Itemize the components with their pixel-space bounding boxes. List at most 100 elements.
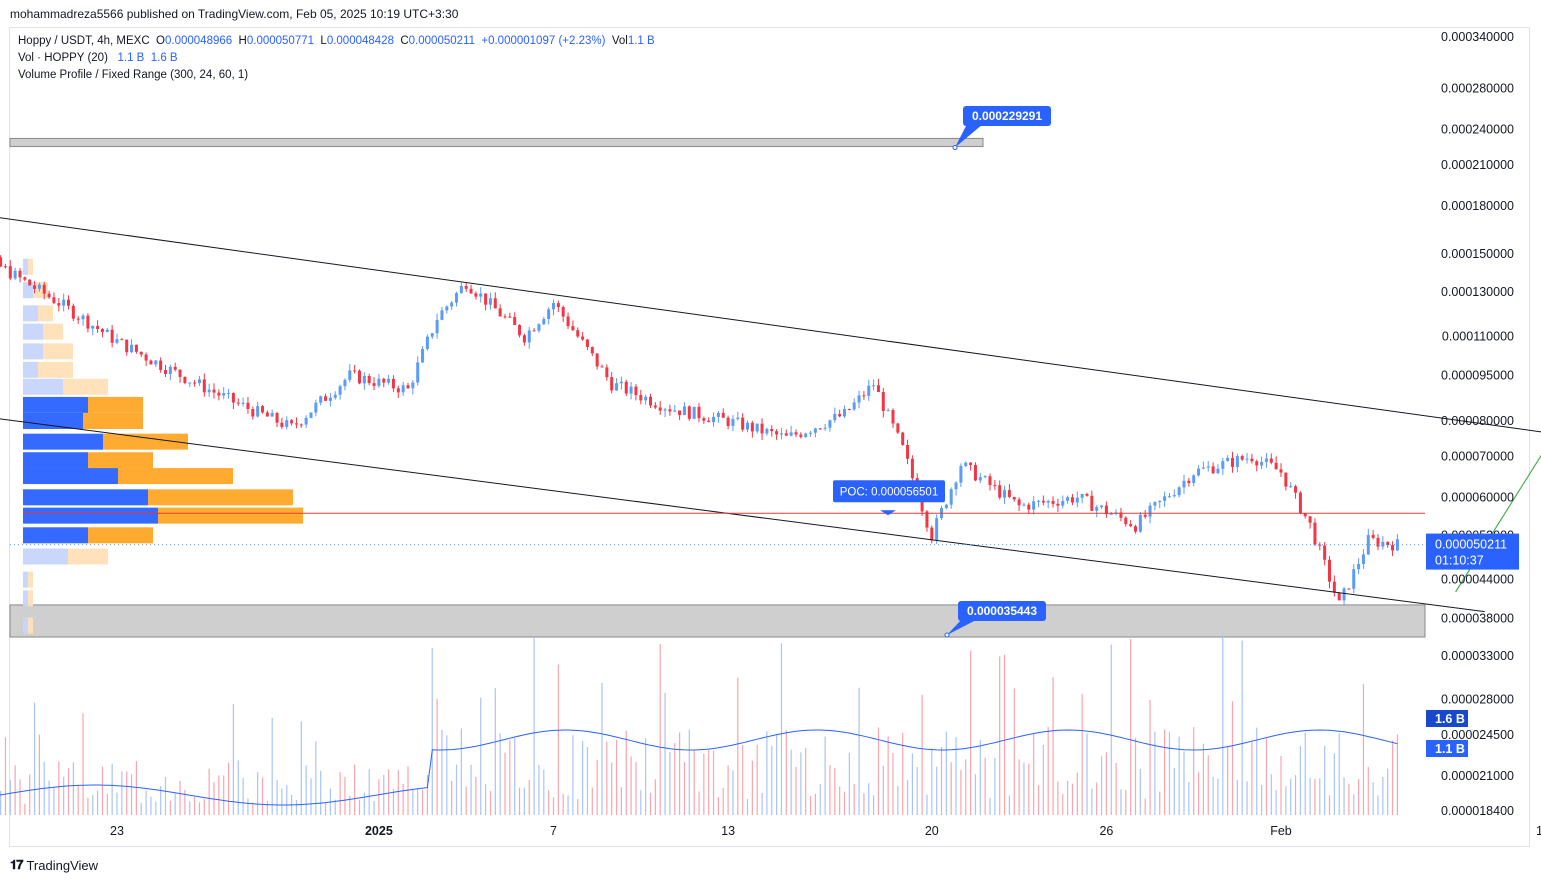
candle-body-264 (1221, 461, 1225, 469)
candle-body-82 (338, 386, 342, 395)
volume-profile-down-14 (88, 527, 153, 544)
volume-bars-layer (0, 634, 1399, 815)
candle-body-227 (1041, 500, 1045, 503)
candle-body-18 (28, 279, 32, 286)
candle-body-282 (1308, 516, 1312, 523)
candle-body-43 (149, 360, 153, 365)
candle-body-209 (954, 482, 958, 490)
volume-profile-up-3 (23, 323, 43, 340)
candle-body-138 (610, 377, 614, 391)
candle-body-276 (1279, 469, 1283, 473)
candle-body-177 (799, 434, 803, 437)
candle-body-100 (425, 336, 429, 349)
candle-body-124 (542, 319, 546, 325)
candle-body-88 (367, 376, 371, 384)
candle-body-202 (920, 497, 924, 512)
volume-profile-down-16 (28, 571, 33, 588)
tradingview-brand[interactable]: 𝟏𝟕 TradingView (10, 857, 98, 873)
legend-symbol[interactable]: Hoppy / USDT, 4h, MEXC (18, 35, 150, 47)
candle-body-135 (595, 353, 599, 367)
candle-body-16 (18, 270, 22, 278)
candle-body-147 (653, 405, 657, 408)
candle-body-268 (1240, 456, 1244, 460)
candle-body-145 (644, 396, 648, 401)
candle-body-143 (634, 386, 638, 396)
candle-body-99 (421, 348, 425, 363)
y-tick-18: 0.000021000 (1441, 769, 1514, 783)
candle-body-165 (741, 417, 745, 430)
candle-body-42 (144, 354, 148, 361)
candle-body-23 (52, 297, 56, 304)
candle-body-158 (707, 420, 711, 423)
candle-body-262 (1211, 466, 1215, 474)
legend-close: 0.000050211 (408, 35, 475, 47)
volume-profile-down-2 (38, 305, 53, 322)
candle-body-278 (1289, 486, 1293, 488)
lower-target-label-box (958, 601, 1046, 621)
vol-ma-value: 1.6 B (1435, 712, 1465, 726)
y-tick-19: 0.000018400 (1441, 804, 1514, 818)
channel-upper-line (0, 217, 1541, 433)
candle-body-107 (459, 285, 463, 294)
y-tick-17: 0.000024500 (1441, 728, 1514, 742)
volume-profile-down-4 (43, 343, 73, 360)
y-tick-15: 0.000033000 (1441, 649, 1514, 663)
upper-target-label-text: 0.000229291 (972, 109, 1042, 123)
volume-profile-up-0 (23, 258, 28, 275)
candle-body-207 (944, 504, 948, 509)
candle-body-222 (1017, 499, 1021, 506)
x-tick-1: 2025 (365, 824, 393, 838)
candle-body-148 (658, 407, 662, 411)
candle-body-29 (81, 315, 85, 320)
candle-body-41 (139, 351, 143, 355)
candle-body-84 (348, 370, 352, 380)
candle-body-119 (518, 325, 522, 336)
candle-body-192 (872, 385, 876, 387)
candle-body-215 (983, 476, 987, 478)
volume-profile-up-5 (23, 361, 38, 378)
candle-body-155 (692, 406, 696, 419)
candle-body-274 (1269, 458, 1273, 463)
volume-profile-down-17 (28, 590, 33, 607)
candle-body-261 (1206, 466, 1210, 468)
candle-body-216 (988, 476, 992, 486)
candle-body-56 (212, 389, 216, 393)
candle-body-116 (503, 316, 507, 318)
y-tick-11: 0.000060000 (1441, 490, 1514, 504)
candle-body-260 (1201, 467, 1205, 469)
candle-body-245 (1129, 524, 1133, 527)
volume-ma-line (0, 729, 1398, 806)
y-tick-14: 0.000038000 (1441, 612, 1514, 626)
candle-body-60 (231, 392, 235, 403)
last-price-badge (1426, 533, 1519, 570)
candle-body-62 (241, 402, 245, 404)
candle-body-78 (319, 396, 323, 403)
legend-volume-profile[interactable]: Volume Profile / Fixed Range (300, 24, 6… (18, 69, 248, 81)
candle-body-194 (881, 392, 885, 411)
candle-body-58 (222, 393, 226, 396)
lines-layer (0, 217, 1541, 613)
vol-ma-badge (1426, 710, 1468, 727)
candle-body-64 (251, 409, 255, 417)
legend-volume-indicator[interactable]: Vol · HOPPY (20) 1.1 B 1.6 B (18, 52, 178, 64)
y-tick-2: 0.000240000 (1441, 122, 1514, 136)
candle-body-174 (784, 433, 788, 436)
candle-body-157 (702, 418, 706, 421)
x-tick-5: 26 (1099, 824, 1113, 838)
candle-body-97 (411, 382, 415, 389)
candle-body-141 (624, 381, 628, 394)
vol-indicator-v1: 1.1 B (117, 52, 145, 64)
volume-profile-down-9 (103, 433, 188, 450)
candle-body-86 (358, 370, 361, 384)
candle-body-45 (159, 360, 163, 371)
candle-body-33 (100, 328, 104, 333)
candle-body-51 (188, 382, 192, 384)
x-tick-6: Feb (1270, 824, 1292, 838)
candle-body-50 (183, 376, 187, 384)
candle-body-113 (488, 298, 492, 305)
candle-body-291 (1352, 569, 1356, 589)
candle-body-300 (1395, 539, 1399, 551)
volume-profile-up-16 (23, 571, 28, 588)
candle-body-167 (750, 422, 754, 432)
